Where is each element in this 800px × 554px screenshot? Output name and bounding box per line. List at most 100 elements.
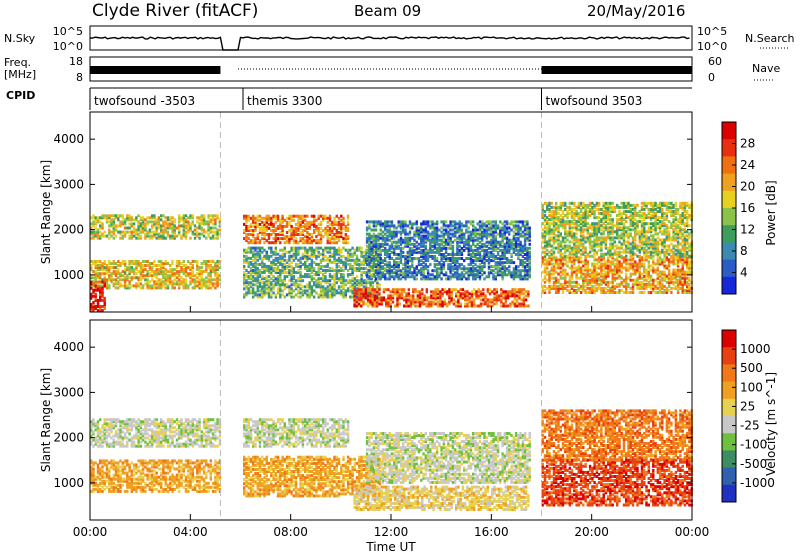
heatmap-cell <box>270 271 273 274</box>
heatmap-cell <box>173 228 176 232</box>
heatmap-cell <box>415 222 418 226</box>
heatmap-cell <box>261 216 264 220</box>
heatmap-cell <box>306 214 309 218</box>
heatmap-cell <box>372 228 376 232</box>
heatmap-cell <box>270 295 273 299</box>
heatmap-cell <box>157 236 161 240</box>
heatmap-cell <box>270 216 273 220</box>
heatmap-cell <box>474 230 477 234</box>
heatmap-cell <box>435 220 439 224</box>
heatmap-cell <box>368 275 371 279</box>
heatmap-cell <box>508 244 511 248</box>
heatmap-cell <box>413 244 416 248</box>
heatmap-cell <box>128 286 131 290</box>
heatmap-cell <box>404 228 407 232</box>
heatmap-cell <box>483 255 486 258</box>
heatmap-cell <box>625 282 628 286</box>
heatmap-cell <box>313 283 316 287</box>
heatmap-cell <box>358 269 361 272</box>
heatmap-cell <box>434 288 437 292</box>
heatmap-cell <box>198 274 201 278</box>
heatmap-cell <box>463 240 466 244</box>
heatmap-cell <box>504 304 507 308</box>
heatmap-cell <box>292 267 296 270</box>
heatmap-cell <box>281 293 284 297</box>
heatmap-cell <box>679 280 682 284</box>
heatmap-cell <box>448 294 451 298</box>
heatmap-cell <box>406 255 409 258</box>
heatmap-cell <box>297 279 300 283</box>
heatmap-cell <box>400 288 404 292</box>
heatmap-cell <box>431 226 434 230</box>
heatmap-cell <box>261 229 264 232</box>
heatmap-cell <box>467 250 470 254</box>
heatmap-cell <box>335 235 338 239</box>
heatmap-cell <box>467 244 470 248</box>
heatmap-cell <box>584 288 587 292</box>
heatmap-cell <box>582 278 585 282</box>
heatmap-cell <box>481 244 484 248</box>
heatmap-cell <box>103 276 106 280</box>
heatmap-cell <box>451 275 455 279</box>
heatmap-cell <box>272 267 275 270</box>
heatmap-cell <box>388 248 391 252</box>
heatmap-cell <box>379 222 382 226</box>
heatmap-cell <box>340 254 343 258</box>
heatmap-cell <box>346 250 350 254</box>
heatmap-cell <box>415 220 418 224</box>
heatmap-cell <box>166 262 170 265</box>
heatmap-cell <box>424 226 427 230</box>
heatmap-cell <box>618 282 621 286</box>
heatmap-cell <box>399 259 403 263</box>
heatmap-cell <box>301 279 305 283</box>
heatmap-cell <box>200 270 203 274</box>
heatmap-cell <box>508 273 511 277</box>
heatmap-cell <box>105 268 109 272</box>
heatmap-cell <box>369 300 372 304</box>
heatmap-cell <box>94 218 97 222</box>
heatmap-cell <box>153 264 156 267</box>
heatmap-cell <box>658 272 662 276</box>
heatmap-cell <box>602 268 605 272</box>
heatmap-cell <box>155 226 158 230</box>
heatmap-cell <box>493 288 496 292</box>
heatmap-cell <box>153 230 156 234</box>
heatmap-cell <box>638 276 641 280</box>
heatmap-cell <box>399 269 403 273</box>
heatmap-cell <box>351 287 354 291</box>
heatmap-cell <box>611 262 614 266</box>
heatmap-cell <box>512 234 516 238</box>
heatmap-cell <box>597 272 601 276</box>
heatmap-cell <box>501 271 504 275</box>
heatmap-cell <box>346 269 350 272</box>
heatmap-cell <box>426 259 430 263</box>
heatmap-cell <box>420 267 423 271</box>
heatmap-cell <box>404 273 407 277</box>
heatmap-cell <box>517 236 520 240</box>
heatmap-cell <box>616 264 619 268</box>
heatmap-cell <box>379 232 382 236</box>
heatmap-cell <box>360 300 363 304</box>
heatmap-cell <box>488 288 492 292</box>
heatmap-cell <box>377 242 380 246</box>
heatmap-cell <box>263 237 266 241</box>
heatmap-cell <box>481 236 484 240</box>
heatmap-cell <box>391 290 395 294</box>
heatmap-cell <box>519 271 522 275</box>
heatmap-cell <box>618 284 621 288</box>
heatmap-cell <box>331 254 334 258</box>
heatmap-cell <box>584 262 587 266</box>
heatmap-cell <box>144 274 147 278</box>
heatmap-cell <box>440 253 443 256</box>
heatmap-cell <box>629 266 632 270</box>
heatmap-cell <box>478 255 482 258</box>
heatmap-cell <box>676 278 680 282</box>
heatmap-cell <box>372 232 376 236</box>
heatmap-cell <box>568 274 571 278</box>
heatmap-cell <box>189 282 192 286</box>
heatmap-cell <box>299 283 302 287</box>
heatmap-cell <box>625 278 628 282</box>
heatmap-cell <box>299 246 302 250</box>
heatmap-cell <box>552 280 556 284</box>
heatmap-cell <box>337 224 341 228</box>
